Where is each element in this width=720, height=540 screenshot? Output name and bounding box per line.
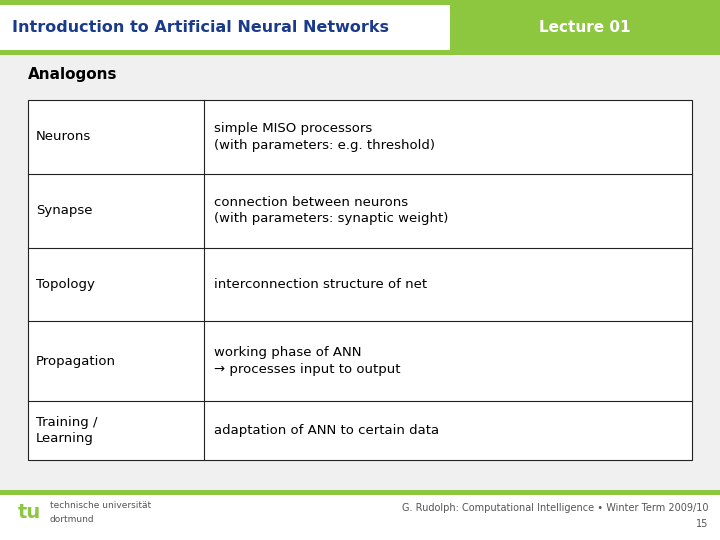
Bar <box>0 50 720 55</box>
Text: connection between neurons
(with parameters: synaptic weight): connection between neurons (with paramet… <box>214 196 449 226</box>
Text: Analogons: Analogons <box>28 68 117 83</box>
Text: Training /
Learning: Training / Learning <box>36 416 97 445</box>
Bar <box>0 490 720 495</box>
Bar <box>0 0 720 5</box>
Text: Lecture 01: Lecture 01 <box>539 19 631 35</box>
Text: interconnection structure of net: interconnection structure of net <box>214 278 427 291</box>
Bar <box>0 495 720 540</box>
Text: G. Rudolph: Computational Intelligence • Winter Term 2009/10: G. Rudolph: Computational Intelligence •… <box>402 503 708 513</box>
Text: 15: 15 <box>696 519 708 529</box>
Text: Topology: Topology <box>36 278 95 291</box>
Text: tu: tu <box>18 503 41 522</box>
Bar <box>0 55 720 490</box>
Text: adaptation of ANN to certain data: adaptation of ANN to certain data <box>214 424 439 437</box>
Bar <box>28 100 692 460</box>
Text: technische universität: technische universität <box>50 501 151 510</box>
Bar <box>0 5 720 50</box>
Text: dortmund: dortmund <box>50 516 94 524</box>
Text: working phase of ANN
→ processes input to output: working phase of ANN → processes input t… <box>214 346 400 376</box>
Text: Neurons: Neurons <box>36 130 91 144</box>
Text: simple MISO processors
(with parameters: e.g. threshold): simple MISO processors (with parameters:… <box>214 122 435 152</box>
Text: Synapse: Synapse <box>36 204 92 217</box>
Bar <box>28 100 692 460</box>
Text: Propagation: Propagation <box>36 354 116 368</box>
Text: Introduction to Artificial Neural Networks: Introduction to Artificial Neural Networ… <box>12 19 389 35</box>
Bar <box>450 5 720 50</box>
